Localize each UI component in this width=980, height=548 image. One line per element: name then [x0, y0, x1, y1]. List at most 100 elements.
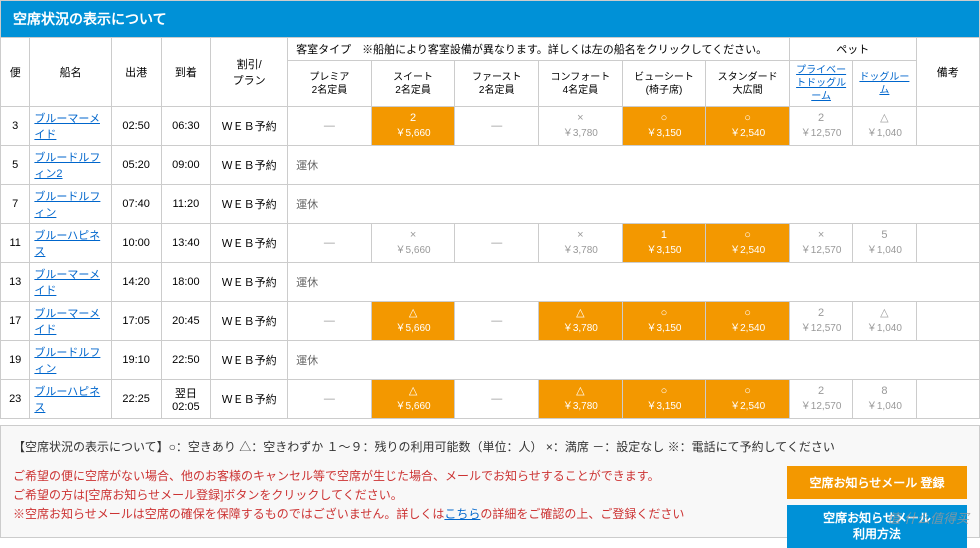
ship-name-cell: ブルーハピネス: [30, 224, 111, 263]
plan-cell: ＷＥＢ予約: [211, 302, 288, 341]
depart-time: 19:10: [111, 341, 161, 380]
col-discount: 割引/ プラン: [211, 38, 288, 107]
register-mail-button[interactable]: 空席お知らせメール 登録: [787, 466, 967, 499]
section-header: 空席状況の表示について: [0, 0, 980, 37]
suspended-cell: 運休: [288, 146, 980, 185]
cabin-type-header: プレミア2名定員: [288, 61, 372, 107]
plan-cell: ＷＥＢ予約: [211, 341, 288, 380]
ship-link[interactable]: ブルードルフィン: [34, 347, 100, 375]
availability-cell: —: [288, 380, 372, 419]
depart-time: 22:25: [111, 380, 161, 419]
arrive-time: 11:20: [161, 185, 211, 224]
table-row: 13ブルーマーメイド 14:2018:00ＷＥＢ予約運休: [1, 263, 980, 302]
table-row: 11ブルーハピネス10:0013:40ＷＥＢ予約—×￥5,660—×￥3,780…: [1, 224, 980, 263]
ship-link[interactable]: ブルーマーメイド: [34, 308, 100, 336]
ship-link[interactable]: ブルーハピネス: [34, 230, 100, 258]
pet-type-header: ドッグルーム: [853, 61, 916, 107]
availability-cell: △￥1,040: [853, 302, 916, 341]
service-no: 23: [1, 380, 30, 419]
plan-cell: ＷＥＢ予約: [211, 263, 288, 302]
availability-cell: —: [455, 107, 539, 146]
ship-link[interactable]: ブルーマーメイド: [34, 269, 100, 297]
table-row: 17ブルーマーメイド17:0520:45ＷＥＢ予約—△￥5,660—△￥3,78…: [1, 302, 980, 341]
availability-cell[interactable]: ○￥2,540: [706, 302, 790, 341]
availability-cell: 2￥12,570: [789, 107, 852, 146]
availability-table: 便 船名 出港 到着 割引/ プラン 客室タイプ ※船舶により客室設備が異なりま…: [0, 37, 980, 419]
cabin-type-header: ビューシート(椅子席): [622, 61, 706, 107]
availability-cell[interactable]: △￥3,780: [539, 302, 623, 341]
arrive-time: 09:00: [161, 146, 211, 185]
service-no: 3: [1, 107, 30, 146]
arrive-time: 翌日 02:05: [161, 380, 211, 419]
availability-cell[interactable]: ○￥3,150: [622, 380, 706, 419]
availability-cell: ×￥3,780: [539, 107, 623, 146]
plan-cell: ＷＥＢ予約: [211, 107, 288, 146]
ship-link[interactable]: ブルードルフィン2: [34, 152, 100, 180]
remarks-cell: [916, 380, 979, 419]
availability-cell[interactable]: 1￥3,150: [622, 224, 706, 263]
ship-name-cell: ブルードルフィン2: [30, 146, 111, 185]
suspended-cell: 運休: [288, 341, 980, 380]
depart-time: 07:40: [111, 185, 161, 224]
availability-cell: —: [288, 302, 372, 341]
pet-type-link[interactable]: プライベートドッグルーム: [796, 65, 846, 102]
availability-cell: △￥1,040: [853, 107, 916, 146]
availability-cell[interactable]: △￥5,660: [371, 302, 455, 341]
table-row: 5ブルードルフィン205:2009:00ＷＥＢ予約運休: [1, 146, 980, 185]
plan-cell: ＷＥＢ予約: [211, 380, 288, 419]
cabin-type-header: コンフォート4名定員: [539, 61, 623, 107]
availability-cell: —: [455, 302, 539, 341]
availability-cell: —: [288, 107, 372, 146]
availability-cell[interactable]: ○￥2,540: [706, 380, 790, 419]
remarks-cell: [916, 224, 979, 263]
availability-cell: ×￥5,660: [371, 224, 455, 263]
depart-time: 14:20: [111, 263, 161, 302]
service-no: 11: [1, 224, 30, 263]
ship-name-cell: ブルードルフィン: [30, 185, 111, 224]
availability-cell[interactable]: ○￥2,540: [706, 107, 790, 146]
availability-cell: —: [288, 224, 372, 263]
availability-cell[interactable]: ○￥3,150: [622, 302, 706, 341]
availability-cell: ×￥12,570: [789, 224, 852, 263]
service-no: 19: [1, 341, 30, 380]
availability-cell: —: [455, 380, 539, 419]
pet-type-header: プライベートドッグルーム: [789, 61, 852, 107]
arrive-time: 18:00: [161, 263, 211, 302]
ship-link[interactable]: ブルーハピネス: [34, 386, 100, 414]
ship-link[interactable]: ブルーマーメイド: [34, 113, 100, 141]
col-cabin-group: 客室タイプ ※船舶により客室設備が異なります。詳しくは左の船名をクリックしてくだ…: [288, 38, 790, 61]
availability-cell: 2￥12,570: [789, 302, 852, 341]
col-service: 便: [1, 38, 30, 107]
col-remarks: 備考: [916, 38, 979, 107]
pet-type-link[interactable]: ドッグルーム: [859, 72, 909, 96]
ship-link[interactable]: ブルードルフィン: [34, 191, 100, 219]
plan-cell: ＷＥＢ予約: [211, 224, 288, 263]
availability-cell: 5￥1,040: [853, 224, 916, 263]
service-no: 13: [1, 263, 30, 302]
details-link[interactable]: こちら: [444, 507, 480, 521]
depart-time: 02:50: [111, 107, 161, 146]
depart-time: 05:20: [111, 146, 161, 185]
legend-text: 【空席状況の表示について】○：空きあり △：空きわずか １～９：残りの利用可能数…: [13, 438, 967, 455]
arrive-time: 20:45: [161, 302, 211, 341]
availability-cell[interactable]: △￥3,780: [539, 380, 623, 419]
ship-name-cell: ブルーマーメイド: [30, 107, 111, 146]
suspended-cell: 運休: [288, 185, 980, 224]
col-ship: 船名: [30, 38, 111, 107]
table-row: 7ブルードルフィン07:4011:20ＷＥＢ予約運休: [1, 185, 980, 224]
depart-time: 10:00: [111, 224, 161, 263]
availability-cell[interactable]: 2￥5,660: [371, 107, 455, 146]
ship-name-cell: ブルードルフィン: [30, 341, 111, 380]
availability-cell[interactable]: ○￥2,540: [706, 224, 790, 263]
suspended-cell: 運休: [288, 263, 980, 302]
col-arrive: 到着: [161, 38, 211, 107]
cabin-type-header: スイート2名定員: [371, 61, 455, 107]
service-no: 17: [1, 302, 30, 341]
table-row: 19ブルードルフィン19:1022:50ＷＥＢ予約運休: [1, 341, 980, 380]
ship-name-cell: ブルーマーメイド: [30, 263, 111, 302]
ship-name-cell: ブルーハピネス: [30, 380, 111, 419]
availability-cell[interactable]: ○￥3,150: [622, 107, 706, 146]
col-pet-group: ペット: [789, 38, 916, 61]
service-no: 7: [1, 185, 30, 224]
availability-cell[interactable]: △￥5,660: [371, 380, 455, 419]
